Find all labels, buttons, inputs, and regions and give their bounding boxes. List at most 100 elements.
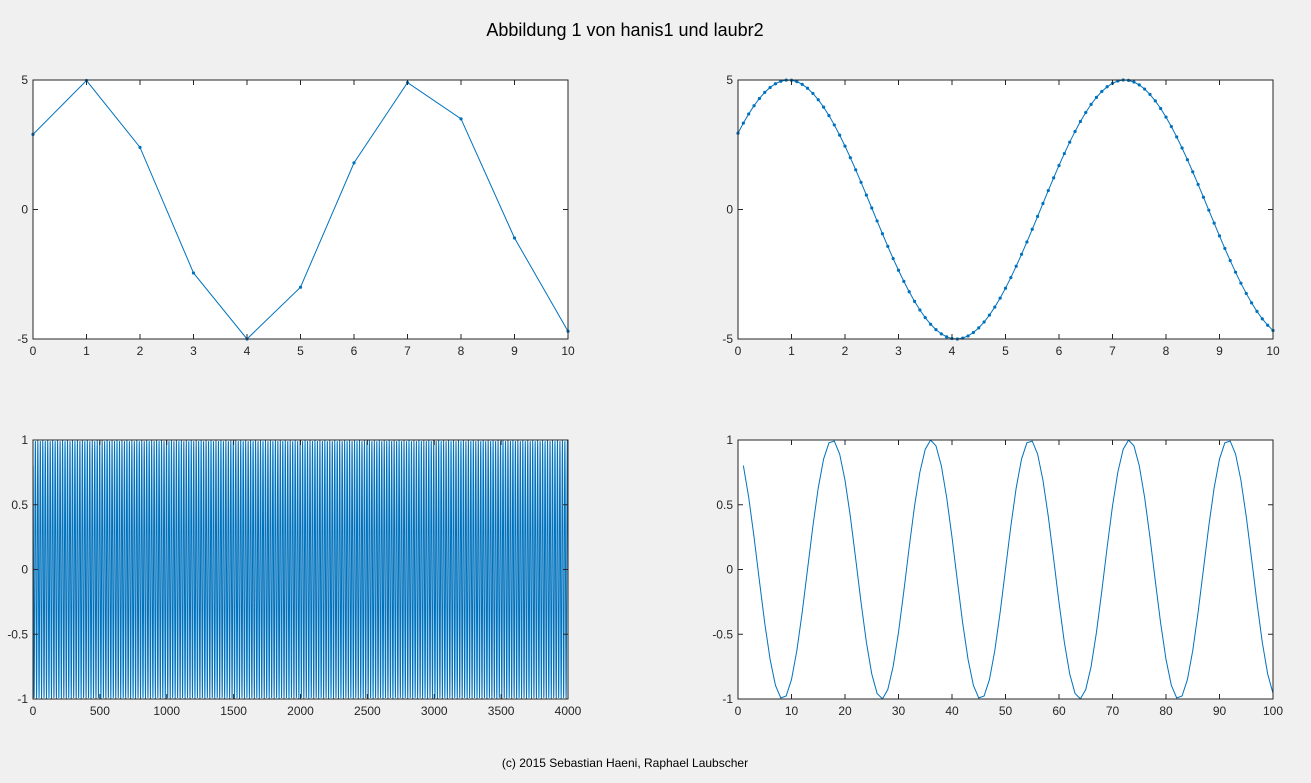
data-point [1100,89,1104,94]
data-point [993,305,997,309]
y-tick-label: -0.5 [712,627,733,641]
x-tick-label: 7 [404,344,411,358]
data-point [1073,129,1077,134]
subplot-4: 0 10 20 30 40 50 60 70 80 90 100 -1 -0.5 0 0.5 1 [712,433,1283,718]
data-point [838,133,842,137]
data-point [1036,214,1040,218]
x-tick-label: 9 [511,344,518,358]
data-point [987,313,992,317]
data-point [1062,151,1066,156]
y-tick-label: 0 [726,563,733,577]
data-point [1084,110,1088,115]
x-tick-label: 5 [297,344,304,358]
data-point [1046,188,1050,193]
data-point [891,256,895,261]
data-point [1260,317,1264,321]
x-tick-label: 10 [561,344,575,358]
x-tick-label: 4 [244,344,251,358]
data-point [459,117,463,121]
data-point [1132,80,1136,84]
y-tick-label: 0 [21,563,28,577]
x-tick-label: 4000 [555,704,582,718]
data-point [1228,258,1232,263]
data-point [768,85,772,90]
y-tick-label: 5 [726,73,733,87]
x-tick-label: 10 [785,704,799,718]
x-tick-label: 3500 [488,704,515,718]
y-tick-label: 5 [21,73,28,87]
data-point [854,168,858,172]
x-tick-label: 1000 [153,704,180,718]
data-point [832,123,836,127]
data-point [1201,195,1206,199]
data-point [1196,182,1200,187]
x-tick-label: 8 [458,344,465,358]
data-point [870,206,874,210]
data-point [1250,301,1254,305]
data-point [741,121,745,125]
data-point [886,244,890,248]
data-point [1255,309,1259,313]
x-tick-label: 0 [30,704,37,718]
data-point [747,112,751,116]
data-point [1014,264,1018,268]
y-tick-label: 1 [21,433,28,447]
data-point [763,90,767,94]
data-point [191,271,196,275]
data-point [923,316,927,320]
subplot-2: 0 1 2 3 4 5 6 7 8 9 10-505 [722,73,1280,358]
data-point [1009,275,1013,280]
data-point [929,322,933,326]
y-tick-label: 1 [726,433,733,447]
data-point [805,86,810,90]
data-point [1078,119,1082,124]
data-point [902,279,906,283]
y-tick-label: 0 [726,203,733,217]
series-line [33,440,568,699]
data-point [945,335,949,339]
x-tick-label: 80 [1159,704,1173,718]
data-point [1164,115,1168,119]
data-point [875,219,879,223]
data-point [843,144,847,148]
data-point [1169,124,1173,129]
x-tick-label: 100 [1263,704,1283,718]
data-point [918,308,922,312]
data-point [907,290,911,294]
y-tick-label: -5 [722,332,733,346]
data-point [998,296,1002,300]
data-point [138,145,142,149]
data-point [752,104,756,108]
plot-area [738,80,1273,339]
x-tick-label: 3000 [421,704,448,718]
data-point [1068,140,1072,144]
data-point [859,180,863,184]
x-tick-label: 50 [999,704,1013,718]
data-point [1217,234,1222,238]
x-tick-label: 70 [1106,704,1120,718]
x-tick-label: 2 [842,344,849,358]
x-tick-label: 2000 [287,704,314,718]
data-point [512,236,517,240]
data-point [934,328,938,332]
x-tick-label: 20 [838,704,852,718]
x-tick-label: 7 [1109,344,1116,358]
data-point [848,156,852,160]
data-point [977,326,981,330]
x-tick-label: 1500 [220,704,247,718]
data-point [757,96,762,101]
x-tick-label: 0 [735,704,742,718]
copyright-text: (c) 2015 Sebastian Haeni, Raphael Laubsc… [501,756,749,770]
data-point [1175,135,1179,139]
x-tick-label: 60 [1052,704,1066,718]
y-tick-label: 0 [21,203,28,217]
x-tick-label: 9 [1216,344,1223,358]
data-point [795,80,799,84]
data-point [1052,176,1056,180]
x-tick-label: 10 [1266,344,1280,358]
y-tick-label: 0.5 [716,498,733,512]
data-point [1233,270,1238,274]
data-point [1105,85,1109,89]
data-point [939,332,943,336]
